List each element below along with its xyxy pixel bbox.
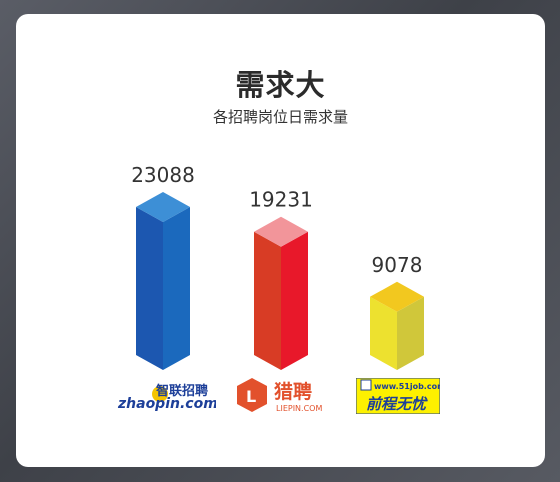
bar-left-face-2 <box>370 296 397 370</box>
zhaopin-logo: 智联招聘 zhaopin.com <box>116 378 218 414</box>
liepin-en: LIEPIN.COM <box>276 404 322 413</box>
bars-group: 23088 19231 9078 <box>131 163 424 370</box>
bar-left-face-0 <box>136 207 163 370</box>
bar-top-face-1 <box>254 216 308 247</box>
liepin-cn: 猎聘 <box>274 380 312 403</box>
bar-value-label-1: 19231 <box>249 188 313 212</box>
liepin-mark: L <box>246 387 256 406</box>
bar-right-face-2 <box>397 296 424 370</box>
job51-cn: 前程无忧 <box>366 395 428 413</box>
liepin-logo: L 猎聘 LIEPIN.COM <box>234 376 334 416</box>
bar-left-face-1 <box>254 231 281 370</box>
bar-value-label-2: 9078 <box>372 253 423 277</box>
chart-subtitle: 各招聘岗位日需求量 <box>212 108 348 126</box>
chart-title: 需求大 <box>235 68 326 102</box>
job51-url: www.51job.com <box>374 382 440 391</box>
job51-logo: www.51job.com 前程无忧 <box>355 377 445 415</box>
bar-top-face-2 <box>370 281 424 312</box>
zhaopin-en: zhaopin.com <box>117 396 216 412</box>
bar-chart: 23088 19231 9078 <box>131 163 424 370</box>
bar-top-face-0 <box>136 192 190 222</box>
zhaopin-cn: 智联招聘 <box>156 383 208 399</box>
card: 需求大 各招聘岗位日需求量 23088 19231 9078 智联招聘 zhaopi… <box>16 14 545 467</box>
bar-right-face-0 <box>163 207 190 370</box>
bar-value-label-0: 23088 <box>131 163 195 187</box>
bar-right-face-1 <box>281 231 308 370</box>
